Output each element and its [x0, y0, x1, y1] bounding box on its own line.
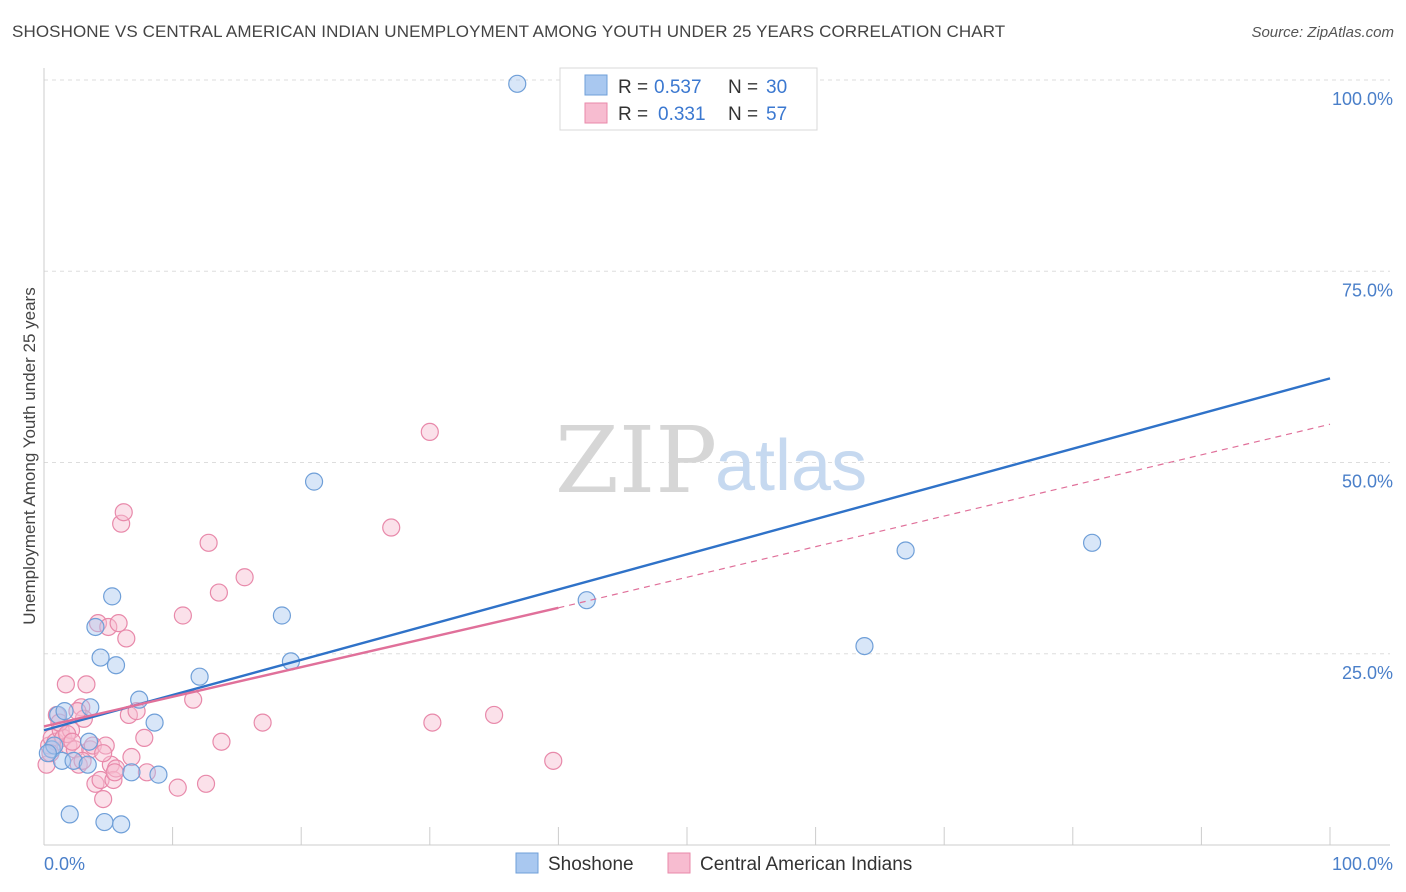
series-shoshone — [38, 74, 1102, 834]
shoshone-point-23 — [304, 472, 324, 491]
trend-lines — [43, 377, 1331, 732]
y-tick-label-2: 75.0% — [1342, 280, 1393, 300]
shoshone-trend-line — [43, 377, 1331, 732]
bottom-legend-label-shoshone: Shoshone — [548, 854, 634, 875]
watermark-zip: ZIP — [555, 407, 717, 514]
legend-n-value-shoshone: 30 — [766, 77, 787, 98]
cai-point-29 — [117, 629, 136, 648]
cai-point-47 — [485, 705, 504, 725]
x-tick-label-0: 0.0% — [44, 854, 85, 874]
cai-point-33 — [135, 728, 154, 748]
y-tick-label-3: 100.0% — [1332, 89, 1393, 109]
bottom-legend-swatch-shoshone — [515, 852, 539, 874]
cai-point-20 — [94, 789, 113, 809]
legend-r-label-shoshone: R = — [618, 77, 648, 98]
cai-point-31 — [122, 747, 141, 767]
legend-swatch-shoshone — [584, 74, 608, 96]
cai-point-28 — [114, 503, 133, 522]
cai-point-38 — [196, 774, 216, 793]
legend-r-value-shoshone: 0.537 — [654, 77, 702, 98]
shoshone-point-15 — [112, 815, 131, 834]
cai-point-14 — [77, 675, 96, 694]
cai-point-36 — [173, 606, 192, 625]
shoshone-point-14 — [106, 656, 126, 675]
cai-point-53 — [94, 744, 113, 763]
cai-point-48 — [544, 751, 563, 770]
watermark: ZIP atlas — [555, 407, 867, 514]
legend-r-label-cai: R = — [618, 104, 648, 125]
shoshone-point-25 — [577, 591, 596, 610]
y-tick-label-0: 25.0% — [1342, 663, 1393, 683]
shoshone-point-24 — [508, 74, 527, 93]
shoshone-point-13 — [103, 587, 122, 606]
shoshone-point-18 — [145, 713, 164, 732]
cai-point-19 — [91, 770, 110, 790]
bottom-legend: Shoshone Central American Indians — [515, 852, 912, 875]
cai-point-7 — [56, 675, 75, 694]
y-tick-label-1: 50.0% — [1342, 472, 1393, 492]
legend-n-label-shoshone: N = — [728, 77, 758, 98]
shoshone-point-6 — [64, 751, 83, 770]
cai-point-34 — [137, 763, 156, 782]
cai-trend-extension — [558, 423, 1331, 609]
bottom-legend-swatch-cai — [667, 852, 691, 874]
cai-point-46 — [423, 713, 442, 732]
tick-labels: 25.0% 50.0% 75.0% 100.0% 0.0% 100.0% — [44, 89, 1393, 874]
bottom-legend-label-cai: Central American Indians — [700, 854, 912, 875]
legend-swatch-cai — [584, 102, 608, 124]
legend-r-value-cai: 0.331 — [658, 104, 706, 125]
shoshone-point-28 — [1082, 533, 1102, 552]
y-axis-label: Unemployment Among Youth under 25 years — [20, 287, 39, 624]
cai-point-24 — [104, 770, 123, 790]
cai-point-35 — [168, 778, 187, 797]
cai-point-41 — [212, 732, 231, 751]
shoshone-point-8 — [79, 732, 99, 751]
shoshone-point-29 — [38, 744, 57, 763]
shoshone-point-7 — [78, 755, 97, 774]
shoshone-point-10 — [86, 617, 105, 637]
shoshone-point-19 — [149, 765, 168, 784]
chart-title: SHOSHONE VS CENTRAL AMERICAN INDIAN UNEM… — [12, 22, 1006, 41]
legend-n-value-cai: 57 — [766, 104, 787, 125]
shoshone-point-11 — [91, 648, 110, 667]
x-tick-label-1: 100.0% — [1332, 854, 1393, 874]
cai-point-45 — [420, 422, 439, 441]
cai-point-26 — [109, 614, 128, 633]
source-label: Source: ZipAtlas.com — [1251, 24, 1394, 41]
cai-trend-line — [43, 606, 559, 728]
series-central-american-indians — [37, 422, 563, 809]
cai-point-54 — [105, 763, 124, 782]
shoshone-point-27 — [896, 541, 915, 560]
cai-point-43 — [253, 713, 272, 732]
grid-lines — [44, 79, 1390, 655]
shoshone-point-12 — [95, 812, 114, 832]
cai-point-22 — [99, 617, 118, 637]
shoshone-point-20 — [190, 667, 209, 686]
shoshone-point-26 — [855, 636, 874, 656]
shoshone-point-16 — [122, 763, 141, 782]
shoshone-point-5 — [60, 805, 79, 824]
legend-box: R = 0.537 N = 30 R = 0.331 N = 57 — [559, 67, 818, 131]
cai-point-39 — [199, 533, 218, 552]
cai-point-56 — [63, 732, 82, 751]
axes — [43, 68, 1390, 846]
cai-point-40 — [209, 583, 228, 602]
legend-n-label-cai: N = — [728, 104, 758, 125]
cai-point-27 — [112, 514, 131, 533]
cai-point-42 — [235, 568, 254, 587]
shoshone-point-21 — [272, 606, 292, 625]
watermark-atlas: atlas — [715, 426, 867, 506]
shoshone-point-4 — [55, 702, 74, 721]
cai-point-44 — [382, 518, 401, 537]
